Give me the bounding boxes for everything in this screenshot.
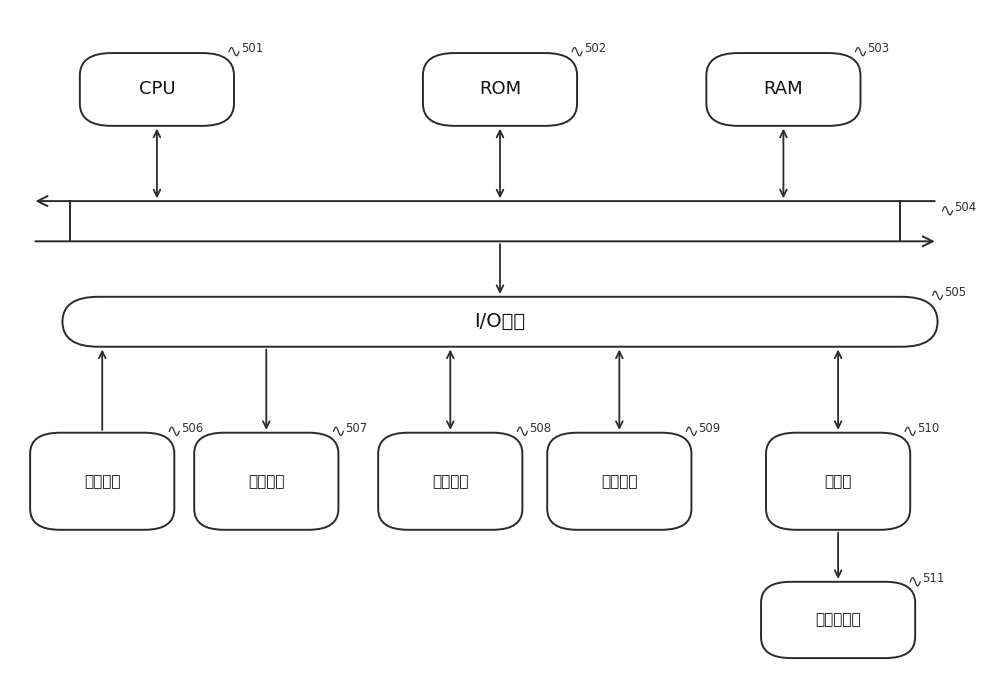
Text: RAM: RAM [764,80,803,99]
Text: 504: 504 [954,201,977,215]
Text: 510: 510 [917,421,939,435]
Text: 可拆卸介质: 可拆卸介质 [815,612,861,628]
FancyBboxPatch shape [706,53,860,126]
Text: 507: 507 [345,421,368,435]
FancyBboxPatch shape [766,433,910,530]
Text: 输出部分: 输出部分 [248,474,285,489]
Text: 502: 502 [584,42,606,55]
FancyBboxPatch shape [423,53,577,126]
Text: 511: 511 [922,572,945,585]
Text: 505: 505 [945,286,967,299]
FancyBboxPatch shape [194,433,338,530]
Text: 509: 509 [698,421,721,435]
FancyBboxPatch shape [761,582,915,658]
Text: 508: 508 [529,421,551,435]
Text: 503: 503 [867,42,890,55]
FancyBboxPatch shape [30,433,174,530]
Text: I/O接口: I/O接口 [474,312,526,331]
Text: 驱动器: 驱动器 [824,474,852,489]
Text: 506: 506 [181,421,204,435]
FancyBboxPatch shape [80,53,234,126]
Text: 输入部分: 输入部分 [84,474,120,489]
Text: 501: 501 [241,42,263,55]
Text: 存储部分: 存储部分 [432,474,469,489]
FancyBboxPatch shape [547,433,691,530]
Text: 通信部分: 通信部分 [601,474,638,489]
Text: CPU: CPU [139,80,175,99]
FancyBboxPatch shape [62,297,938,347]
FancyBboxPatch shape [378,433,522,530]
Text: ROM: ROM [479,80,521,99]
